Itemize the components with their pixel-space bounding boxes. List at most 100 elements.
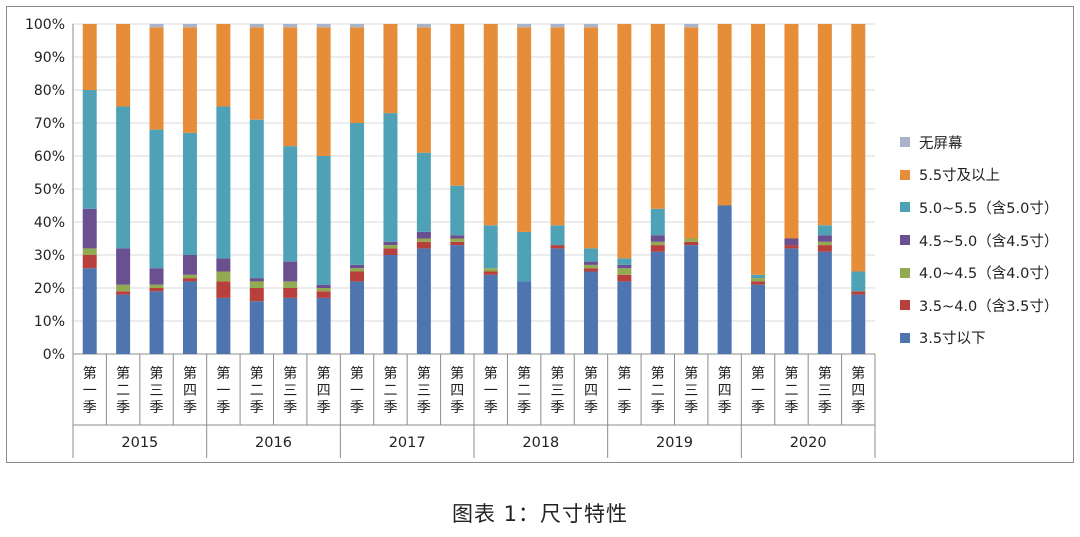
bar-segment — [383, 24, 398, 114]
bar-segment — [149, 24, 164, 28]
year-label: 2018 — [522, 435, 559, 451]
bar-segment — [717, 205, 732, 354]
bar-segment — [517, 24, 532, 28]
bar-segment — [149, 288, 164, 292]
bar-segment — [116, 106, 131, 249]
y-tick-label: 90% — [34, 50, 65, 66]
quarter-label: 第一季 — [83, 365, 97, 416]
bar-segment — [416, 231, 431, 239]
legend-item: 4.0~4.5（含4.0寸） — [900, 256, 1070, 289]
bar-segment — [216, 24, 231, 107]
y-tick-label: 0% — [43, 347, 65, 363]
bar-segment — [817, 251, 832, 354]
bar-segment — [216, 258, 231, 272]
y-tick-label: 30% — [34, 248, 65, 264]
bar-segment — [583, 248, 598, 262]
bar-segment — [483, 274, 498, 354]
bar-segment — [383, 241, 398, 246]
bar-segment — [450, 235, 465, 239]
bar-segment — [751, 281, 766, 285]
y-tick-label: 80% — [34, 83, 65, 99]
bar-segment — [483, 271, 498, 275]
y-tick-label: 100% — [25, 17, 65, 33]
quarter-label: 第三季 — [150, 365, 164, 416]
bar-segment — [316, 156, 331, 285]
y-tick-label: 40% — [34, 215, 65, 231]
bar-segment — [216, 281, 231, 298]
bar-segment — [350, 281, 365, 354]
bar-segment — [684, 245, 699, 354]
bar-segment — [182, 281, 197, 354]
legend-label: 5.0~5.5（含5.0寸） — [919, 200, 1059, 217]
bar-segment — [450, 245, 465, 354]
bar-segment — [650, 245, 665, 252]
quarter-label: 第二季 — [383, 365, 397, 416]
bar-segment — [249, 27, 264, 120]
bar-segment — [316, 284, 331, 288]
bar-segment — [316, 297, 331, 354]
quarter-label: 第二季 — [250, 365, 264, 416]
legend-item: 无屏幕 — [900, 126, 1070, 159]
quarter-label: 第一季 — [617, 365, 631, 416]
legend-swatch — [900, 267, 910, 278]
bar-segment — [650, 251, 665, 354]
legend-item: 3.5寸以下 — [900, 322, 1070, 355]
bar-segment — [350, 123, 365, 265]
bar-segment — [416, 238, 431, 242]
bar-segment — [617, 274, 632, 282]
bar-segment — [383, 248, 398, 255]
legend-swatch — [900, 300, 910, 311]
quarter-label: 第四季 — [851, 365, 865, 416]
bar-segment — [283, 281, 298, 288]
bar-segment — [817, 24, 832, 226]
bar-segment — [717, 24, 732, 206]
bar-segment — [116, 294, 131, 354]
bar-segment — [416, 24, 431, 28]
bar-segment — [583, 27, 598, 249]
bar-segment — [249, 24, 264, 28]
bar-segment — [350, 271, 365, 282]
bar-segment — [583, 271, 598, 354]
quarter-label: 第二季 — [116, 365, 130, 416]
legend-swatch — [900, 332, 910, 343]
bar-segment — [182, 278, 197, 282]
bar-segment — [684, 241, 699, 246]
bar-segment — [583, 24, 598, 28]
bar-segment — [851, 24, 866, 272]
year-label: 2017 — [389, 435, 426, 451]
legend-swatch — [900, 137, 910, 148]
bar-segment — [617, 264, 632, 269]
quarter-label: 第三季 — [551, 365, 565, 416]
year-label: 2016 — [255, 435, 292, 451]
bar-segment — [650, 235, 665, 242]
legend-label: 4.5~5.0（含4.5寸） — [919, 233, 1059, 250]
bar-segment — [650, 208, 665, 236]
bar-segment — [851, 271, 866, 292]
bar-segment — [383, 255, 398, 354]
quarter-label: 第二季 — [784, 365, 798, 416]
bar-segment — [583, 261, 598, 265]
year-label: 2019 — [656, 435, 693, 451]
quarter-label: 第四季 — [317, 365, 331, 416]
bar-segment — [383, 113, 398, 242]
bar-segment — [149, 129, 164, 269]
legend-swatch — [900, 169, 910, 180]
bar-segment — [283, 24, 298, 28]
y-tick-label: 20% — [34, 281, 65, 297]
bar-segment — [617, 268, 632, 275]
bar-segment — [784, 24, 799, 239]
bar-segment — [350, 268, 365, 272]
quarter-label: 第三季 — [684, 365, 698, 416]
bar-segment — [116, 284, 131, 292]
bar-segment — [817, 241, 832, 246]
bar-segment — [450, 241, 465, 246]
bar-segment — [450, 185, 465, 236]
bar-segment — [316, 24, 331, 28]
figure-caption: 图表 1：尺寸特性 — [451, 502, 629, 526]
bar-segment — [350, 24, 365, 28]
bar-segment — [249, 288, 264, 302]
bar-segment — [517, 27, 532, 232]
bar-segment — [283, 261, 298, 282]
bar-segment — [383, 245, 398, 249]
bar-segment — [784, 248, 799, 354]
